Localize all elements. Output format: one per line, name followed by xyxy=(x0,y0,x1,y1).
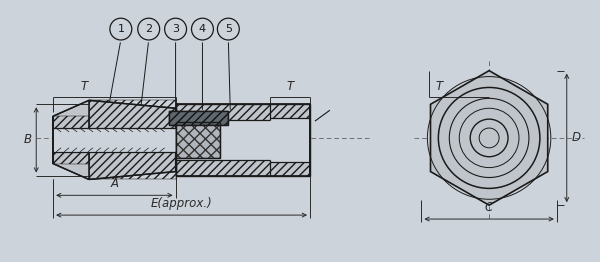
Circle shape xyxy=(110,18,132,40)
Text: 4: 4 xyxy=(199,24,206,34)
Polygon shape xyxy=(431,71,548,205)
Text: T: T xyxy=(436,80,443,93)
Text: T: T xyxy=(286,80,293,93)
Text: T: T xyxy=(80,80,88,93)
Text: E(approx.): E(approx.) xyxy=(151,197,212,210)
Bar xyxy=(169,111,229,125)
Circle shape xyxy=(164,18,187,40)
Text: C: C xyxy=(485,201,493,214)
Bar xyxy=(89,100,176,179)
Bar xyxy=(176,104,310,176)
Bar xyxy=(169,111,229,125)
Bar xyxy=(53,116,89,164)
Bar xyxy=(176,122,220,158)
Bar xyxy=(176,120,310,160)
Text: A: A xyxy=(110,177,118,190)
Text: 3: 3 xyxy=(172,24,179,34)
Bar xyxy=(176,104,310,176)
Polygon shape xyxy=(89,100,176,179)
Text: 2: 2 xyxy=(145,24,152,34)
Circle shape xyxy=(217,18,239,40)
Bar xyxy=(53,128,181,152)
Bar xyxy=(176,122,220,158)
Bar xyxy=(270,118,310,162)
Circle shape xyxy=(191,18,214,40)
Text: 1: 1 xyxy=(118,24,124,34)
Circle shape xyxy=(138,18,160,40)
Polygon shape xyxy=(53,100,89,179)
Text: 5: 5 xyxy=(225,24,232,34)
Text: D: D xyxy=(572,132,581,144)
Text: B: B xyxy=(23,133,31,146)
